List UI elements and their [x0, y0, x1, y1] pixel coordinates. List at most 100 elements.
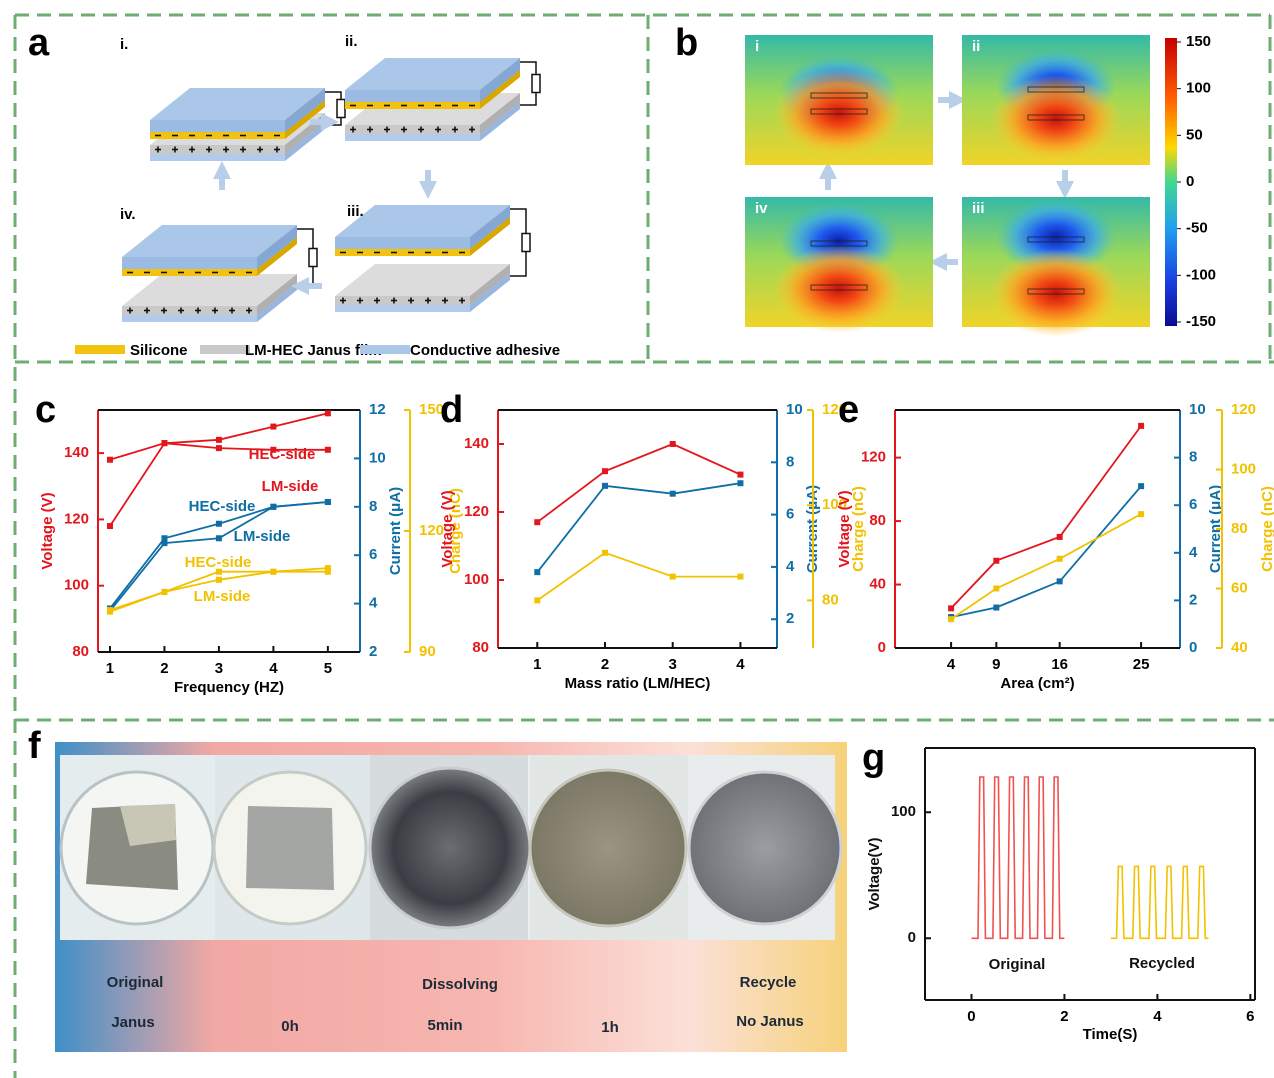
data-point: [216, 535, 222, 541]
layer-front: [150, 145, 285, 154]
y-tick-label: 4: [786, 558, 795, 575]
panel-label: a: [28, 22, 50, 64]
series-line: [537, 553, 740, 601]
data-point: [948, 605, 954, 611]
x-tick-label: 4: [1153, 1008, 1162, 1025]
data-point: [737, 480, 743, 486]
resistor: [532, 75, 540, 93]
data-point: [216, 577, 222, 583]
legend-label: Conductive adhesive: [410, 342, 560, 359]
data-point: [534, 597, 540, 603]
panel-label: e: [838, 389, 859, 431]
x-axis-label: Mass ratio (LM/HEC): [565, 675, 711, 692]
layer-front: [150, 154, 285, 161]
resistor: [309, 249, 317, 267]
legend-swatch: [75, 345, 125, 354]
step-label: iv.: [120, 206, 136, 223]
data-point: [325, 410, 331, 416]
x-tick-label: 4: [947, 656, 956, 673]
y-tick-label: 10: [369, 449, 386, 466]
y-tick-label: 140: [464, 435, 489, 452]
series-label: LM-side: [262, 478, 319, 495]
panel-label: f: [28, 725, 41, 767]
series-label: Recycled: [1129, 955, 1195, 972]
layer-front: [335, 237, 470, 249]
x-tick-label: 25: [1133, 656, 1150, 673]
layer-front: [122, 306, 257, 315]
layer-front: [150, 132, 285, 139]
data-point: [602, 483, 608, 489]
step-label: ii.: [345, 33, 358, 50]
stage-label: Dissolving: [422, 976, 498, 993]
y-tick-label: 8: [786, 453, 794, 470]
data-point: [216, 521, 222, 527]
stage-label: 5min: [427, 1017, 462, 1034]
data-point: [602, 468, 608, 474]
colorbar-tick-label: 100: [1186, 80, 1211, 97]
y-tick-label: 4: [369, 595, 378, 612]
y-tick-label: 120: [64, 510, 89, 527]
x-tick-label: 5: [324, 660, 332, 677]
x-tick-label: 1: [533, 656, 541, 673]
x-tick-label: 3: [215, 660, 223, 677]
layer-front: [345, 90, 480, 102]
y-tick-label: 2: [369, 643, 377, 660]
data-point: [534, 569, 540, 575]
colorbar-tick-label: 150: [1186, 33, 1211, 50]
y-tick-label: 120: [1231, 401, 1256, 418]
data-point: [161, 540, 167, 546]
data-point: [670, 491, 676, 497]
y-tick-label: 6: [1189, 496, 1197, 513]
y-tick-label: 80: [822, 591, 839, 608]
dish: [689, 772, 841, 924]
series-label: LM-side: [194, 588, 251, 605]
step-label: iv: [755, 200, 768, 217]
figure: ai.ii.iii.iv.SiliconeLM-HEC Janus filmCo…: [0, 0, 1274, 1078]
data-point: [325, 569, 331, 575]
x-tick-label: 2: [601, 656, 609, 673]
data-point: [107, 609, 113, 615]
panel-label: b: [675, 22, 698, 64]
data-point: [737, 472, 743, 478]
y-tick-label: 120: [464, 503, 489, 520]
stage-label: No Janus: [736, 1013, 804, 1030]
x-tick-label: 4: [269, 660, 278, 677]
data-point: [670, 574, 676, 580]
y-tick-label: 80: [472, 639, 489, 656]
data-point: [534, 519, 540, 525]
stage-label: Recycle: [740, 974, 797, 991]
panel-label: g: [862, 737, 885, 779]
axis-label: Voltage(V): [866, 837, 883, 910]
data-point: [270, 569, 276, 575]
data-point: [1057, 534, 1063, 540]
y-tick-label: 40: [869, 576, 886, 593]
x-tick-label: 9: [992, 656, 1000, 673]
y-tick-label: 10: [786, 401, 803, 418]
data-point: [670, 441, 676, 447]
step-label: i: [755, 38, 759, 55]
y-tick-label: 8: [1189, 449, 1197, 466]
data-point: [993, 558, 999, 564]
step-label: iii: [972, 200, 985, 217]
x-tick-label: 4: [736, 656, 745, 673]
stage-label: 1h: [601, 1019, 619, 1036]
series-label: Original: [989, 956, 1046, 973]
data-point: [993, 605, 999, 611]
colorbar-tick-label: 50: [1186, 126, 1203, 143]
axis-label: Current (μA): [387, 487, 404, 575]
y-tick-label: 80: [1231, 520, 1248, 537]
data-point: [325, 447, 331, 453]
legend-label: Silicone: [130, 342, 188, 359]
data-point: [270, 504, 276, 510]
step-label: ii: [972, 38, 980, 55]
y-tick-label: 12: [369, 401, 386, 418]
data-point: [270, 447, 276, 453]
y-tick-label: 2: [786, 610, 794, 627]
layer-front: [335, 296, 470, 305]
series-label: HEC-side: [189, 498, 256, 515]
x-axis-label: Area (cm²): [1000, 675, 1074, 692]
field-pos: [990, 75, 1122, 163]
y-tick-label: 80: [869, 512, 886, 529]
x-tick-label: 1: [106, 660, 114, 677]
x-axis-label: Time(S): [1083, 1026, 1138, 1043]
